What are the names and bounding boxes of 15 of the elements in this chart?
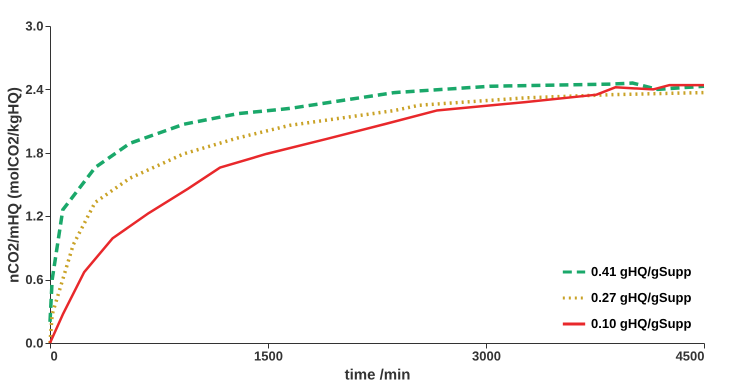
- y-tick-label: 1.2: [25, 208, 44, 224]
- y-tick-label: 1.8: [25, 145, 44, 160]
- y-tick-label: 3.0: [25, 18, 44, 34]
- y-tick-label: 0.0: [25, 336, 44, 350]
- x-tick-label: 4500: [676, 348, 704, 364]
- legend-label: 0.10 gHQ/gSupp: [591, 316, 692, 331]
- x-tick-label: 1500: [254, 348, 283, 364]
- y-tick-label: 0.6: [25, 272, 44, 288]
- x-axis-title: time /min: [344, 366, 410, 384]
- y-tick-label: 2.4: [25, 82, 44, 97]
- legend-label: 0.27 gHQ/gSupp: [591, 290, 692, 305]
- legend-label: 0.41 gHQ/gSupp: [591, 264, 692, 279]
- x-tick-label: 0: [50, 348, 58, 364]
- x-tick-label: 3000: [472, 348, 501, 364]
- y-axis-title: nCO2/mHQ (molCO2/kgHQ): [5, 87, 22, 283]
